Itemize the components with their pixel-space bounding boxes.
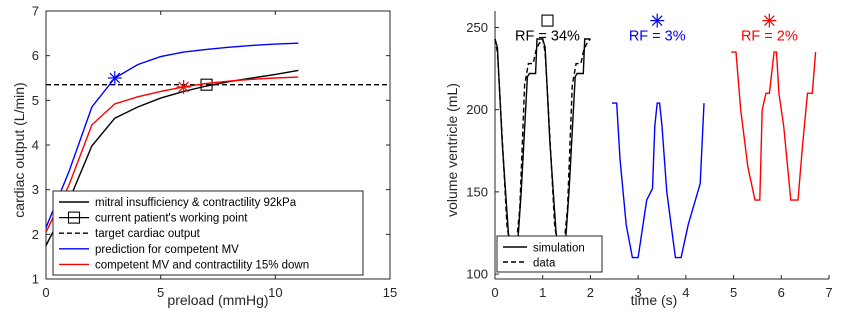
right-legend-box xyxy=(496,235,603,273)
right-y-tick-label: 250 xyxy=(466,20,488,35)
left-series-line-4 xyxy=(45,76,299,233)
annotation-text-1: RF = 3% xyxy=(629,29,686,45)
right-y-axis-label: volume ventricle (mL) xyxy=(444,83,460,217)
left-asterisk-marker-3 xyxy=(107,71,122,85)
left-series-line-3 xyxy=(45,42,299,228)
left-y-tick-label: 3 xyxy=(32,182,39,197)
right-x-tick-label: 7 xyxy=(825,285,832,300)
left-asterisk-marker-4 xyxy=(176,79,191,94)
annotation-text-2: RF = 2% xyxy=(741,29,798,45)
right-x-tick-label: 3 xyxy=(635,285,642,300)
right-legend-entry-0: simulation xyxy=(533,243,585,255)
right-series-line-1 xyxy=(494,37,591,259)
left-x-tick-label: 5 xyxy=(157,285,164,300)
legend-entry-4: competent MV and contractility 15% down xyxy=(95,259,309,271)
right-y-tick-label: 100 xyxy=(466,267,488,282)
right-x-tick-label: 0 xyxy=(491,285,498,300)
right-series-line-0 xyxy=(494,38,591,262)
left-x-tick-label: 15 xyxy=(383,285,397,300)
right-plot: 0 1 2 3 4 5 6 7 100 150 200 250 time (s) volume ventr… xyxy=(444,11,833,308)
right-series-line-3 xyxy=(731,51,817,201)
legend-entry-2: target cardiac output xyxy=(95,228,201,240)
right-y-tick-label: 150 xyxy=(466,184,488,199)
left-y-tick-label: 1 xyxy=(32,272,39,287)
left-plot: 0 5 10 15 1 2 3 4 5 6 7 preload (mmHg) cardiac outpu… xyxy=(11,4,397,309)
left-y-tick-label: 4 xyxy=(32,138,39,153)
left-y-tick-label: 7 xyxy=(32,4,39,19)
annotation-asterisk-marker-1 xyxy=(650,13,665,28)
right-x-tick-label: 2 xyxy=(587,285,594,300)
right-x-axis-label: time (s) xyxy=(631,292,678,308)
right-x-tick-label: 5 xyxy=(730,285,737,300)
left-y-axis-label: cardiac output (L/min) xyxy=(11,82,27,217)
left-y-tick-label: 6 xyxy=(32,48,39,63)
right-x-tick-label: 4 xyxy=(682,285,689,300)
right-y-tick-label: 200 xyxy=(466,102,488,117)
left-y-tick-label: 2 xyxy=(32,227,39,242)
left-x-axis-label: preload (mmHg) xyxy=(167,292,268,308)
legend-square-marker xyxy=(67,211,81,224)
left-legend-box xyxy=(52,190,364,276)
annotation-asterisk-marker-2 xyxy=(762,13,777,28)
right-legend-entry-1: data xyxy=(533,258,556,270)
left-x-tick-label: 0 xyxy=(42,285,49,300)
right-series-line-2 xyxy=(611,102,705,259)
annotation-text-0: RF = 34% xyxy=(515,29,580,45)
legend-entry-0: mitral insufficiency & contractility 92k… xyxy=(95,197,297,209)
annotation-square-marker xyxy=(541,14,554,27)
legend-entry-1: current patient's working point xyxy=(95,213,248,225)
left-series-line-0 xyxy=(45,69,299,246)
left-y-tick-label: 5 xyxy=(32,93,39,108)
right-x-tick-label: 1 xyxy=(539,285,546,300)
left-x-tick-label: 10 xyxy=(268,285,282,300)
right-x-tick-label: 6 xyxy=(778,285,785,300)
legend-entry-3: prediction for competent MV xyxy=(95,244,239,256)
